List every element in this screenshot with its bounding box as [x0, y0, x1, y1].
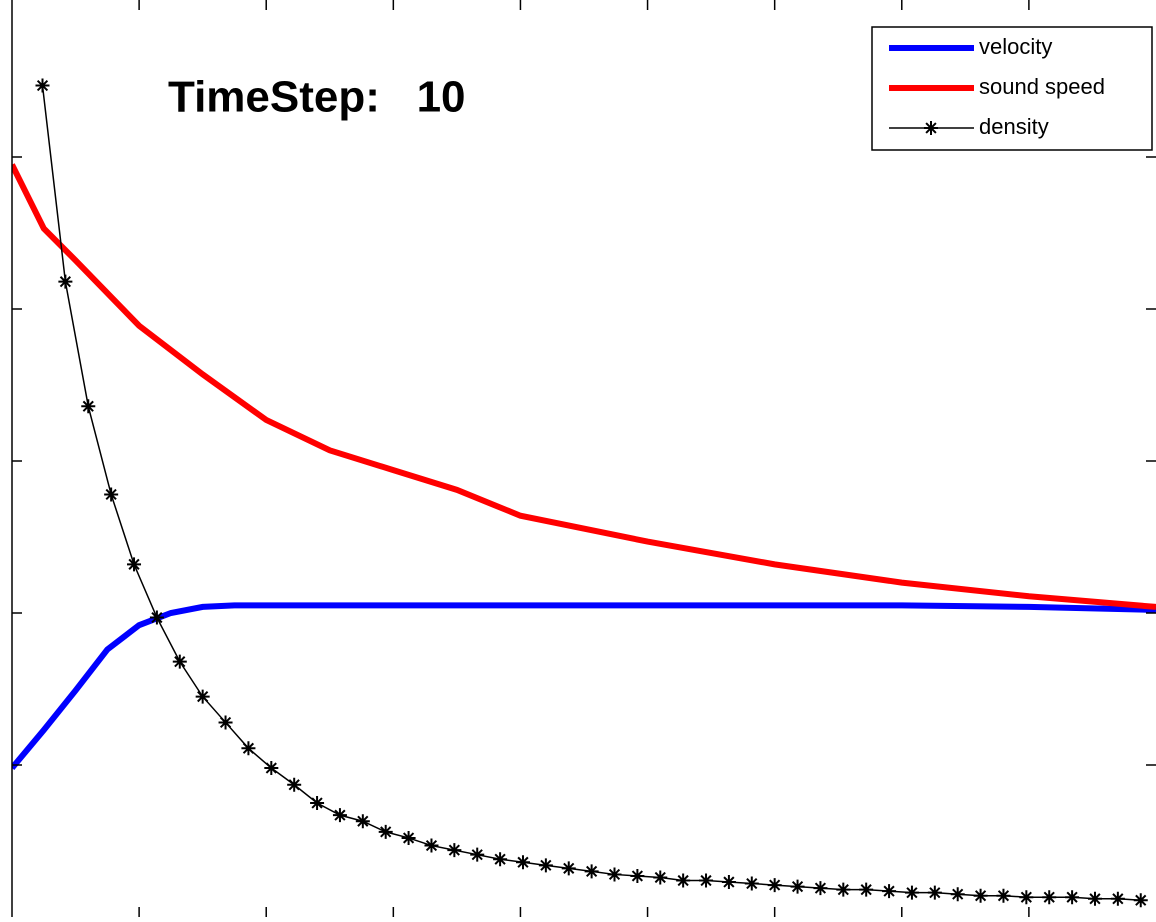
marker: [1065, 890, 1080, 905]
marker: [790, 879, 805, 894]
marker: [310, 796, 325, 810]
marker: [996, 888, 1011, 903]
marker: [1110, 891, 1125, 906]
marker: [836, 882, 851, 897]
marker: [104, 487, 119, 502]
marker: [561, 861, 576, 876]
marker: [355, 814, 370, 829]
marker: [515, 855, 530, 870]
marker: [424, 838, 439, 853]
marker: [813, 881, 828, 896]
series-line: [12, 163, 1156, 610]
marker: [1042, 890, 1057, 905]
marker: [584, 864, 599, 879]
marker: [493, 852, 508, 867]
marker: [973, 888, 988, 903]
plot-area: [12, 78, 1156, 908]
marker: [882, 884, 897, 899]
marker: [927, 885, 942, 900]
marker: [195, 689, 210, 704]
legend: velocity sound speed density: [871, 26, 1153, 151]
marker: [676, 873, 691, 888]
marker: [241, 741, 256, 756]
marker: [1133, 893, 1148, 908]
marker: [287, 777, 302, 792]
marker: [264, 761, 279, 776]
marker: [699, 873, 714, 888]
axes: [11, 0, 1156, 917]
marker: [58, 274, 73, 289]
marker: [859, 882, 874, 897]
marker: [1087, 891, 1102, 906]
legend-label: density: [979, 114, 1049, 139]
marker: [378, 824, 393, 839]
marker: [218, 715, 233, 730]
marker: [744, 876, 759, 891]
marker: [904, 885, 919, 900]
marker: [607, 867, 622, 882]
marker: [401, 830, 416, 845]
series-line: [12, 602, 1156, 770]
marker: [1019, 890, 1034, 905]
marker: [630, 868, 645, 883]
annotation: TimeStep: 10: [168, 73, 466, 122]
marker: [172, 654, 187, 669]
marker: [950, 887, 965, 902]
marker: [447, 843, 462, 858]
marker: [721, 875, 736, 890]
legend-label: velocity: [979, 34, 1052, 59]
marker: [332, 808, 347, 823]
marker: [538, 858, 553, 873]
marker: [35, 78, 50, 93]
marker: [149, 610, 164, 625]
marker: [924, 121, 938, 135]
marker: [653, 870, 668, 885]
marker: [81, 399, 96, 414]
marker: [470, 847, 485, 862]
marker: [127, 557, 142, 572]
marker: [767, 878, 782, 893]
legend-label: sound speed: [979, 74, 1105, 99]
